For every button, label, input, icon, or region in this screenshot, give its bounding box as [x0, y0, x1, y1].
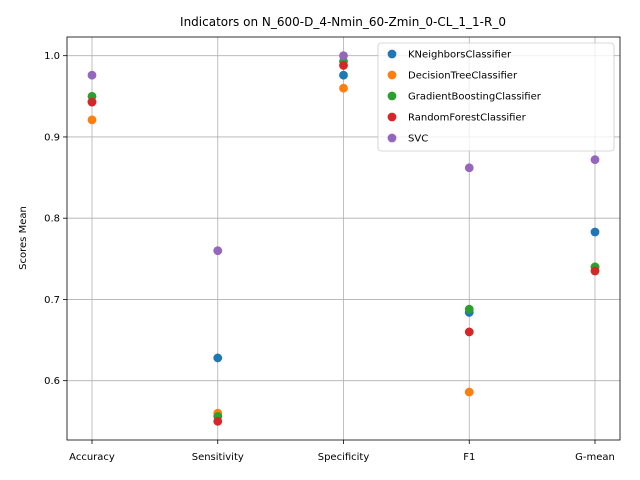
data-point: [464, 304, 474, 314]
points-layer: [87, 51, 600, 426]
chart-title: Indicators on N_600-D_4-Nmin_60-Zmin_0-C…: [180, 15, 506, 29]
data-point: [339, 51, 348, 61]
data-point: [464, 327, 474, 337]
data-point: [87, 70, 97, 80]
y-tick-label: 0.9: [44, 132, 60, 143]
x-tick-label: Accuracy: [69, 452, 115, 463]
data-point: [464, 387, 474, 397]
x-tick-label: Specificity: [318, 452, 370, 463]
legend: KNeighborsClassifier DecisionTreeClassifi…: [377, 42, 615, 152]
data-point: [590, 227, 600, 237]
legend-marker: [387, 133, 397, 143]
x-tick-label: G-mean: [575, 452, 615, 463]
y-tick-label: 0.7: [44, 295, 60, 306]
legend-label: RandomForestClassifier: [408, 113, 527, 124]
y-tick-label: 1.0: [44, 51, 60, 62]
data-point: [590, 266, 600, 276]
legend-label: KNeighborsClassifier: [408, 50, 512, 61]
data-point: [213, 246, 223, 256]
data-point: [590, 155, 600, 165]
y-axis-label: Scores Mean: [18, 206, 29, 270]
x-axis: Accuracy Sensitivity Specificity F1 G-mean: [69, 440, 615, 463]
legend-label: DecisionTreeClassifier: [408, 71, 518, 82]
legend-label: SVC: [408, 134, 428, 145]
data-point: [87, 115, 97, 125]
data-point: [339, 61, 348, 70]
data-point: [213, 416, 223, 426]
data-point: [87, 97, 97, 107]
legend-frame: [377, 42, 615, 152]
data-point: [213, 353, 223, 363]
y-tick-label: 0.6: [44, 376, 60, 387]
data-point: [339, 70, 348, 80]
legend-label: GradientBoostingClassifier: [408, 92, 542, 103]
y-axis: 0.6 0.7 0.8 0.9 1.0: [44, 51, 67, 387]
y-tick-label: 0.8: [44, 214, 60, 225]
x-tick-label: F1: [463, 452, 475, 463]
legend-marker: [387, 49, 397, 59]
legend-marker: [387, 70, 397, 80]
legend-marker: [387, 112, 397, 122]
data-point: [464, 163, 474, 173]
legend-marker: [387, 91, 397, 101]
x-tick-label: Sensitivity: [192, 452, 244, 463]
data-point: [339, 83, 348, 93]
